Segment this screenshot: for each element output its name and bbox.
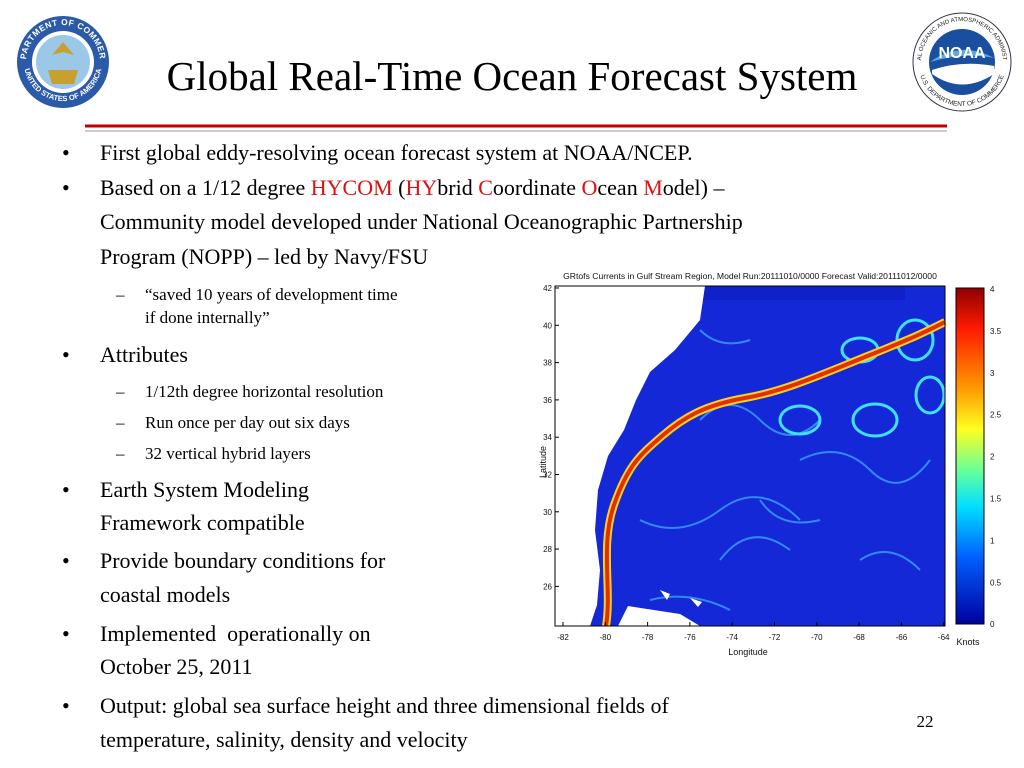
y-axis-label: Latitude (538, 446, 548, 478)
bullet-line: 1/12th degree horizontal resolution (145, 382, 384, 401)
x-tick-label: -68 (853, 633, 865, 642)
text-run: ( (393, 175, 406, 200)
bullet-marker: • (62, 175, 70, 200)
bullet-line: October 25, 2011 (100, 654, 253, 679)
figure-title: GRtofs Currents in Gulf Stream Region, M… (563, 271, 937, 281)
bullet-line: “saved 10 years of development time (145, 285, 398, 304)
x-tick-label: -80 (600, 633, 612, 642)
bullet-line: temperature, salinity, density and veloc… (100, 727, 468, 752)
y-tick-label: 30 (543, 508, 552, 517)
colorbar-tick-label: 1 (990, 536, 995, 545)
current-map: GRtofs Currents in Gulf Stream Region, M… (538, 271, 1002, 657)
x-axis-label: Longitude (728, 647, 768, 657)
colorbar-tick-label: 0 (990, 620, 995, 629)
x-tick-label: -74 (726, 633, 738, 642)
bullet-marker: • (62, 140, 70, 165)
noaa-name: NOAA (938, 45, 986, 62)
text-run: O (582, 175, 598, 200)
bullet-line: Provide boundary conditions for (100, 548, 386, 573)
text-run: C (478, 175, 493, 200)
x-tick-label: -72 (769, 633, 781, 642)
x-tick-label: -78 (642, 633, 654, 642)
x-tick-label: -64 (938, 633, 950, 642)
commerce-seal: DEPARTMENT OF COMMERCE UNITED STATES OF … (0, 0, 109, 108)
bullet-line: Program (NOPP) – led by Navy/FSU (100, 244, 428, 269)
bullet-line: Community model developed under National… (100, 209, 743, 234)
text-run: HY (406, 175, 438, 200)
bullet-marker: – (115, 413, 125, 432)
svg-text:NATIONAL OCEANIC AND ATMOSPHER: NATIONAL OCEANIC AND ATMOSPHERIC ADMINIS… (0, 0, 1007, 61)
bullet-line: First global eddy-resolving ocean foreca… (100, 140, 693, 165)
colorbar-tick-label: 3 (990, 369, 995, 378)
colorbar-tick-label: 0.5 (990, 578, 1002, 587)
bullet-marker: • (62, 621, 70, 646)
bullet-marker: – (115, 382, 125, 401)
bullet-line: Based on a 1/12 degree HYCOM (HYbrid Coo… (100, 175, 725, 200)
y-tick-label: 34 (543, 433, 552, 442)
bullet-line: coastal models (100, 582, 230, 607)
bullet-marker: • (62, 548, 70, 573)
x-tick-label: -82 (557, 633, 569, 642)
y-tick-label: 32 (543, 471, 552, 480)
y-tick-label: 28 (543, 545, 552, 554)
page-number: 22 (917, 712, 934, 731)
colorbar (955, 287, 985, 625)
colorbar-tick-label: 3.5 (990, 327, 1002, 336)
colorbar-tick-label: 2.5 (990, 411, 1002, 420)
colorbar-tick-label: 2 (990, 453, 995, 462)
y-tick-label: 36 (543, 396, 552, 405)
bullet-list: • First global eddy-resolving ocean forec… (62, 140, 743, 752)
bullet-line: Framework compatible (100, 510, 305, 535)
x-tick-label: -66 (896, 633, 908, 642)
text-run: HYCOM (311, 175, 393, 200)
y-tick-label: 42 (543, 284, 552, 293)
y-tick-label: 40 (543, 321, 552, 330)
colorbar-tick-label: 1.5 (990, 495, 1002, 504)
noaa-top-text: NATIONAL OCEANIC AND ATMOSPHERIC ADMINIS… (0, 0, 1007, 61)
text-run: M (643, 175, 663, 200)
bullet-line: Attributes (100, 342, 188, 367)
text-run: cean (597, 175, 643, 200)
x-tick-label: -70 (811, 633, 823, 642)
bullet-marker: • (62, 342, 70, 367)
bullet-line: if done internally” (145, 308, 270, 327)
text-run: oordinate (493, 175, 582, 200)
y-tick-label: 26 (543, 582, 552, 591)
slide-title: Global Real-Time Ocean Forecast System (167, 53, 858, 99)
text-run: odel) – (663, 175, 726, 200)
colorbar-label: Knots (956, 637, 980, 647)
bullet-line: Implemented operationally on (100, 621, 371, 646)
text-run: brid (437, 175, 478, 200)
colorbar-tick-label: 4 (990, 285, 995, 294)
bullet-marker: – (115, 285, 125, 304)
text-run: Based on a 1/12 degree (100, 175, 311, 200)
bullet-marker: • (62, 693, 70, 718)
bullet-marker: • (62, 477, 70, 502)
bullet-line: Earth System Modeling (100, 477, 309, 502)
bullet-line: Output: global sea surface height and th… (100, 693, 669, 718)
bullet-line: 32 vertical hybrid layers (145, 444, 311, 463)
x-tick-label: -76 (684, 633, 696, 642)
bullet-marker: – (115, 444, 125, 463)
bullet-line: Run once per day out six days (145, 413, 350, 432)
y-tick-label: 38 (543, 359, 552, 368)
